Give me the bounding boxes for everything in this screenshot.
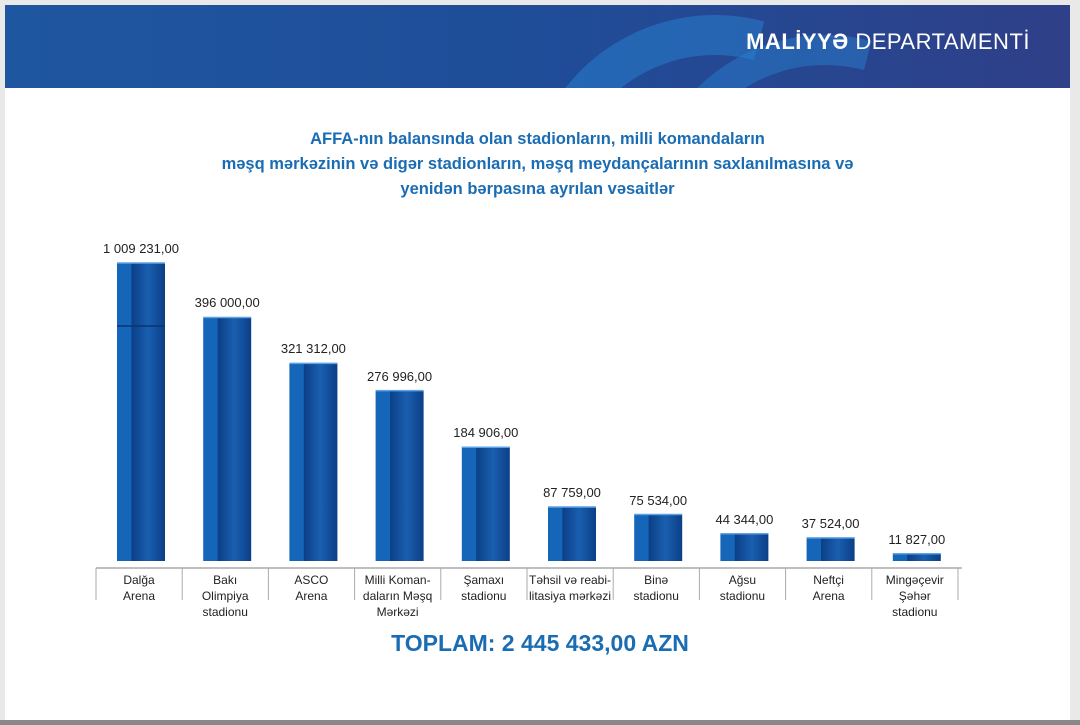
category-label: Neftçi Arena [812,573,845,603]
category-label: Bakı Olimpiya stadionu [201,573,249,619]
category-label: Binə stadionu [633,573,679,603]
data-label: 396 000,00 [194,295,260,311]
data-label: 11 827,00 [888,531,946,547]
data-label: 184 906,00 [453,425,519,441]
data-label: 321 312,00 [280,341,346,357]
header-banner: MALİYYƏ DEPARTAMENTİ [5,5,1070,88]
category-label: Milli Koman-daların Məşq Mərkəzi [362,573,433,619]
bar [203,316,252,561]
bar [289,362,338,561]
category-label: Ağsu stadionu [719,573,766,603]
bottom-border [0,720,1080,725]
data-label: 87 759,00 [543,485,601,501]
data-label: 75 534,00 [629,492,688,508]
data-label: 276 996,00 [367,368,433,384]
category-label: Şamaxı stadionu [461,573,507,603]
bar [375,389,424,561]
bar [892,552,941,561]
brand-logo: MALİYYƏ DEPARTAMENTİ [746,29,1030,54]
bar [806,537,855,561]
category-label: Mingəçevir Şəhər stadionu [885,573,944,619]
slide: MALİYYƏ DEPARTAMENTİ AFFA-nın balansında… [5,5,1070,720]
bar [461,446,510,561]
title-line: məşq mərkəzinin və digər stadionların, m… [221,155,854,173]
title-line: yenidən bərpasına ayrılan vəsaitlər [400,180,675,198]
data-label: 37 524,00 [801,515,860,531]
category-label: Dalğa Arena [122,573,156,603]
total-amount: TOPLAM: 2 445 433,00 AZN [391,630,689,656]
bar [720,532,769,561]
category-label: Təhsil və reabi-litasiya mərkəzi [528,573,612,603]
title-line: AFFA-nın balansında olan stadionların, m… [310,130,765,148]
bar [548,506,596,561]
chart-title: AFFA-nın balansında olan stadionların, m… [5,127,1070,202]
category-label: ASCO Arena [294,573,329,603]
data-label: 44 344,00 [715,511,774,527]
bar [117,262,165,561]
bar [634,513,683,561]
data-label: 1 009 231,00 [103,241,179,256]
